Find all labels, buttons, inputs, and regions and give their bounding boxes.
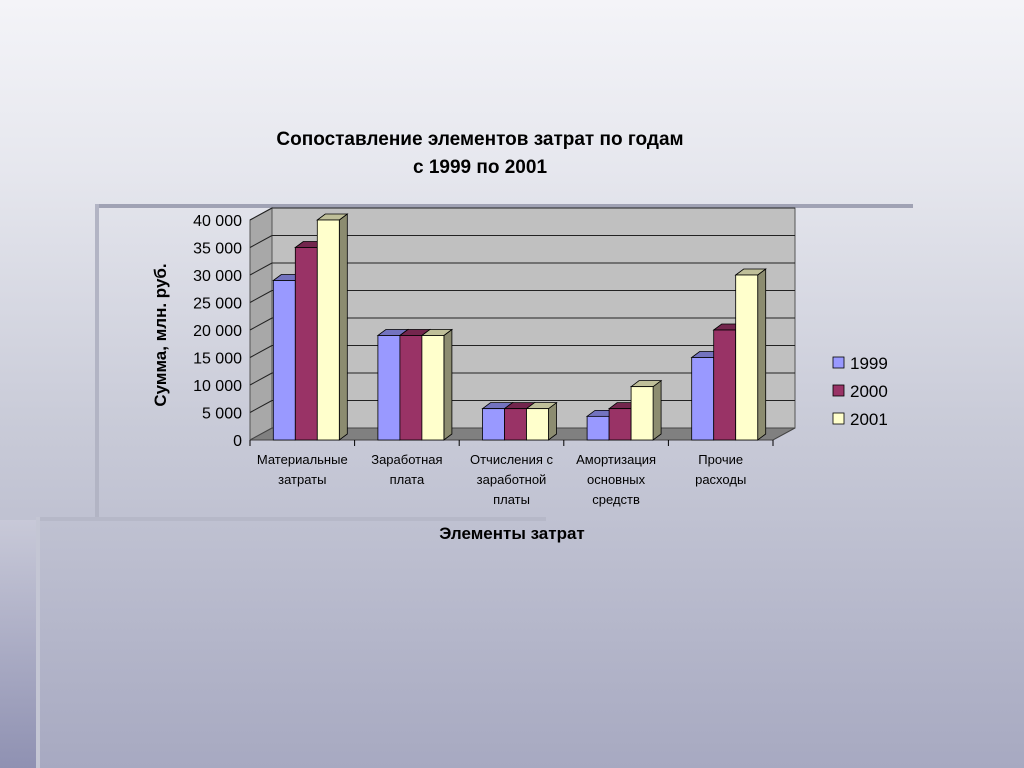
gridline-side (249, 345, 273, 358)
legend-label: 2001 (850, 410, 888, 429)
bar-front (421, 335, 445, 441)
y-tick-label: 25 000 (193, 296, 242, 313)
x-category-label: Амортизация основных средств (576, 452, 656, 507)
bar-front (504, 408, 527, 441)
bar-front (526, 408, 549, 441)
y-tick-label: 5 000 (202, 406, 242, 423)
gridline-side (249, 372, 273, 386)
bar-front (377, 335, 401, 441)
bar (525, 401, 558, 441)
y-tick-label: 40 000 (193, 213, 242, 230)
x-axis-title: Элементы затрат (439, 524, 585, 543)
bar-side (757, 268, 767, 441)
y-tick-label: 30 000 (193, 268, 242, 285)
bar-front (294, 247, 318, 441)
bar (316, 213, 349, 441)
bar-front (608, 408, 632, 441)
bar-side (548, 401, 557, 441)
chart-title-line-2: с 1999 по 2001 (413, 157, 547, 178)
bar (629, 379, 663, 441)
x-category-label: Заработная плата (371, 452, 442, 487)
bar-front (691, 357, 715, 441)
legend-label: 2000 (850, 382, 888, 401)
plot-area (249, 207, 796, 446)
bar-side (443, 328, 453, 441)
gridline-side (249, 290, 273, 303)
decorative-top-rule (95, 204, 913, 208)
x-axis-categories: Материальные затраты Заработная плата Отчисл… (257, 452, 746, 507)
decorative-left-vertical-rule (36, 517, 40, 768)
y-tick-label: 15 000 (193, 351, 242, 368)
bar-side (652, 379, 662, 441)
decorative-vertical-rule (95, 204, 99, 520)
gridline-side (249, 317, 273, 331)
gridline-side (249, 207, 273, 221)
left-decorative-strip (0, 520, 36, 768)
bar-front (272, 280, 296, 441)
y-tick-label: 10 000 (193, 378, 242, 395)
bar-front (316, 219, 340, 441)
bar-front (713, 329, 737, 441)
bar (420, 328, 454, 441)
gridline-side (249, 262, 273, 276)
gridline-side (249, 235, 273, 248)
legend-swatch (832, 412, 845, 425)
legend-swatch (832, 384, 845, 397)
x-category-label: Отчисления с заработной платы (470, 452, 554, 507)
y-axis-title: Сумма, млн. руб. (151, 263, 170, 406)
chart-title-line-1: Сопоставление элементов затрат по годам (276, 129, 683, 150)
bar-front (735, 274, 759, 441)
x-category-label: Прочие расходы (695, 452, 746, 487)
x-category-label: Материальные затраты (257, 452, 348, 487)
decorative-middle-rule (36, 517, 546, 521)
legend: 1999 2000 2001 (832, 354, 888, 429)
bar-front (399, 335, 423, 441)
bar-side (338, 213, 348, 441)
legend-label: 1999 (850, 354, 888, 373)
y-axis-ticks: 0 5 000 10 000 15 000 20 000 25 000 30 000 35 0… (193, 213, 242, 450)
gridline-side (249, 400, 273, 413)
y-tick-label: 35 000 (193, 241, 242, 258)
bar-front (482, 408, 505, 441)
bar (734, 268, 767, 441)
y-tick-label: 0 (233, 433, 242, 450)
bar-front (630, 386, 654, 441)
y-tick-label: 20 000 (193, 323, 242, 340)
bar-front (586, 415, 610, 441)
legend-swatch (832, 356, 845, 369)
